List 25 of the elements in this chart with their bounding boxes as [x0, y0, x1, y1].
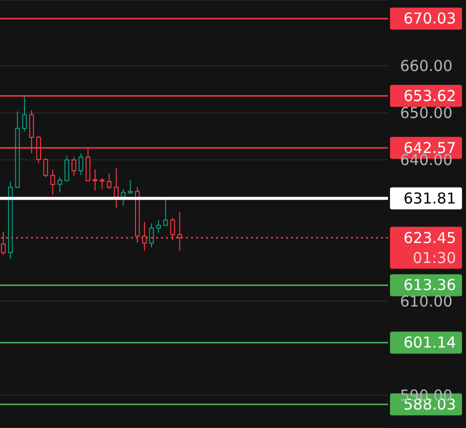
candlestick [114, 168, 119, 208]
candlestick [106, 173, 112, 190]
candlestick [100, 178, 104, 190]
candlestick [43, 158, 48, 178]
candlestick [57, 176, 62, 193]
y-tick-label: 610.00 [400, 292, 452, 310]
ref-line-label: 631.81 [404, 189, 456, 208]
candlestick [128, 180, 133, 194]
y-tick-label: 650.00 [400, 104, 452, 122]
candlestick [92, 168, 98, 191]
candlestick [156, 220, 161, 234]
candlestick [64, 155, 70, 182]
candlestick [22, 95, 27, 132]
ref-line-label: 601.14 [404, 334, 456, 352]
ref-line-label: 670.03 [404, 10, 456, 28]
candlestick [163, 198, 168, 227]
candlestick [50, 169, 56, 196]
ref-line-label: 613.36 [404, 276, 456, 294]
ref-line-label: 653.62 [404, 86, 456, 105]
candlestick [78, 152, 84, 176]
candlestick [149, 222, 154, 248]
ref-line-label: 623.45 [404, 228, 456, 247]
candlestick [72, 156, 76, 176]
text: 01:30 [412, 248, 456, 267]
y-tick-label: 660.00 [400, 57, 452, 76]
